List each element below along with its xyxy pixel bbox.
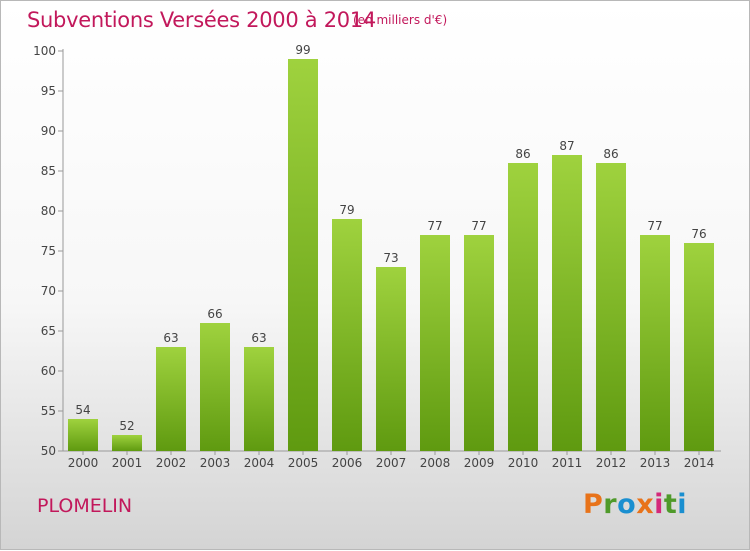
proxiti-logo: Proxiti xyxy=(583,489,687,520)
x-tick-label-2010: 2010 xyxy=(508,456,539,470)
data-label-2008: 77 xyxy=(427,219,442,233)
y-tick-label: 75 xyxy=(41,244,56,258)
bar-2000 xyxy=(68,419,98,451)
bar-2008 xyxy=(420,235,450,451)
logo-letter: i xyxy=(654,489,664,520)
x-tick-label-2008: 2008 xyxy=(420,456,451,470)
x-tick-label-2005: 2005 xyxy=(288,456,319,470)
bar-2012 xyxy=(596,163,626,451)
bar-2005 xyxy=(288,59,318,451)
y-tick-label: 55 xyxy=(41,404,56,418)
x-tick-label-2009: 2009 xyxy=(464,456,495,470)
y-tick-label: 95 xyxy=(41,84,56,98)
logo-letter: r xyxy=(603,489,618,520)
bar-2011 xyxy=(552,155,582,451)
x-tick-label-2014: 2014 xyxy=(684,456,715,470)
logo-letter: o xyxy=(617,489,637,520)
data-label-2010: 86 xyxy=(515,147,530,161)
axes: 50 55 60 65 70 75 80 85 90 95 100 xyxy=(33,44,721,458)
logo-letter: P xyxy=(583,489,604,520)
data-label-2012: 86 xyxy=(603,147,618,161)
y-tick-label: 70 xyxy=(41,284,56,298)
data-label-2001: 52 xyxy=(119,419,134,433)
y-tick-label: 65 xyxy=(41,324,56,338)
x-tick-label-2007: 2007 xyxy=(376,456,407,470)
x-tick-label-2001: 2001 xyxy=(112,456,143,470)
data-label-2005: 99 xyxy=(295,43,310,57)
logo-letter: i xyxy=(677,489,688,520)
bar-2006 xyxy=(332,219,362,451)
bar-2001 xyxy=(112,435,142,451)
x-tick-label-2003: 2003 xyxy=(200,456,231,470)
x-tick-label-2006: 2006 xyxy=(332,456,363,470)
data-label-2014: 76 xyxy=(691,227,706,241)
y-tick-label: 90 xyxy=(41,124,56,138)
bar-2004 xyxy=(244,347,274,451)
chart-subtitle: (en milliers d'€) xyxy=(353,13,448,27)
bar-2003 xyxy=(200,323,230,451)
y-tick-label: 80 xyxy=(41,204,56,218)
x-tick-label-2002: 2002 xyxy=(156,456,187,470)
bar-2002 xyxy=(156,347,186,451)
bar-2007 xyxy=(376,267,406,451)
x-tick-label-2012: 2012 xyxy=(596,456,627,470)
logo-letter: t xyxy=(663,489,678,520)
y-tick-label: 100 xyxy=(33,44,56,58)
x-tick-label-2004: 2004 xyxy=(244,456,275,470)
logo-letter: x xyxy=(636,489,655,520)
bar-2014 xyxy=(684,243,714,451)
bar-2013 xyxy=(640,235,670,451)
labels-group: 54 2000 52 2001 63 2002 66 2003 63 2004 99 2005 79 20… xyxy=(68,43,715,470)
data-label-2007: 73 xyxy=(383,251,398,265)
x-tick-label-2011: 2011 xyxy=(552,456,583,470)
location-name: PLOMELIN xyxy=(37,495,133,517)
y-tick-label: 85 xyxy=(41,164,56,178)
data-label-2006: 79 xyxy=(339,203,354,217)
data-label-2002: 63 xyxy=(163,331,178,345)
data-label-2009: 77 xyxy=(471,219,486,233)
chart-title: Subventions Versées 2000 à 2014 xyxy=(27,8,376,32)
y-tick-label: 60 xyxy=(41,364,56,378)
data-label-2013: 77 xyxy=(647,219,662,233)
bars-group xyxy=(68,59,714,451)
x-tick-label-2013: 2013 xyxy=(640,456,671,470)
data-label-2000: 54 xyxy=(75,403,90,417)
data-label-2003: 66 xyxy=(207,307,222,321)
y-tick-label: 50 xyxy=(41,444,56,458)
bar-2010 xyxy=(508,163,538,451)
data-label-2011: 87 xyxy=(559,139,574,153)
bar-2009 xyxy=(464,235,494,451)
data-label-2004: 63 xyxy=(251,331,266,345)
x-tick-label-2000: 2000 xyxy=(68,456,99,470)
